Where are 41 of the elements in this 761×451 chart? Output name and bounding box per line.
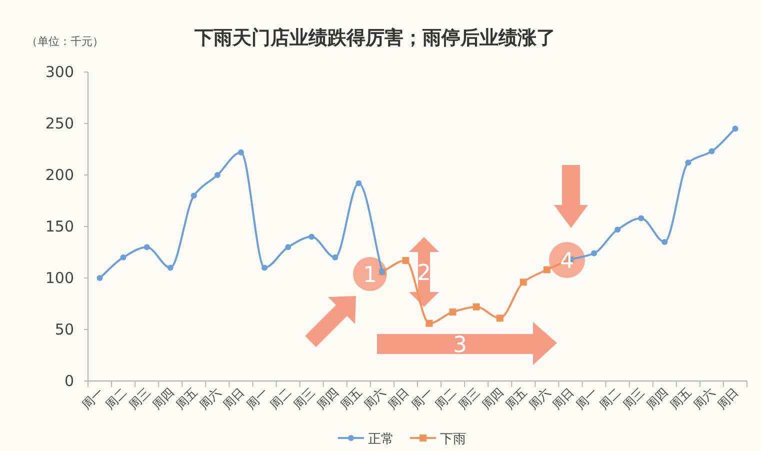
point [96,275,103,281]
point [262,264,268,271]
point [402,256,410,264]
y-tick-label: 150 [45,218,74,236]
y-tick-label: 250 [45,114,74,132]
point [167,264,174,271]
point [472,303,480,310]
annotation: 1 [363,263,377,288]
point [214,172,220,178]
point [614,226,621,233]
point [356,180,362,186]
point [708,148,715,154]
point [638,215,644,222]
point [732,126,738,132]
point [662,238,668,245]
annotation: 4 [560,249,574,274]
y-tick-label: 200 [45,166,74,184]
y-tick-label: 300 [45,63,74,81]
y-tick-label: 100 [45,269,74,287]
legend-label: 正常 [368,432,394,447]
point [120,254,126,260]
point [285,244,292,250]
annotation: 3 [453,333,467,358]
point [144,244,150,250]
point [426,320,433,327]
y-tick-label: 50 [54,320,74,338]
point [449,308,456,316]
y-axis-title: （单位：千元） [26,35,104,48]
annotation: 2 [417,261,431,286]
point [238,149,244,156]
point [308,234,315,240]
point [591,250,598,256]
chart-title: 下雨天门店业绩跌得厉害；雨停后业绩涨了 [194,27,556,49]
legend-label: 下雨 [440,432,466,447]
point [190,192,197,199]
point [496,314,504,322]
point [520,278,527,286]
point [685,160,692,166]
y-tick-label: 0 [64,372,74,390]
point [543,266,550,274]
point [332,254,338,260]
